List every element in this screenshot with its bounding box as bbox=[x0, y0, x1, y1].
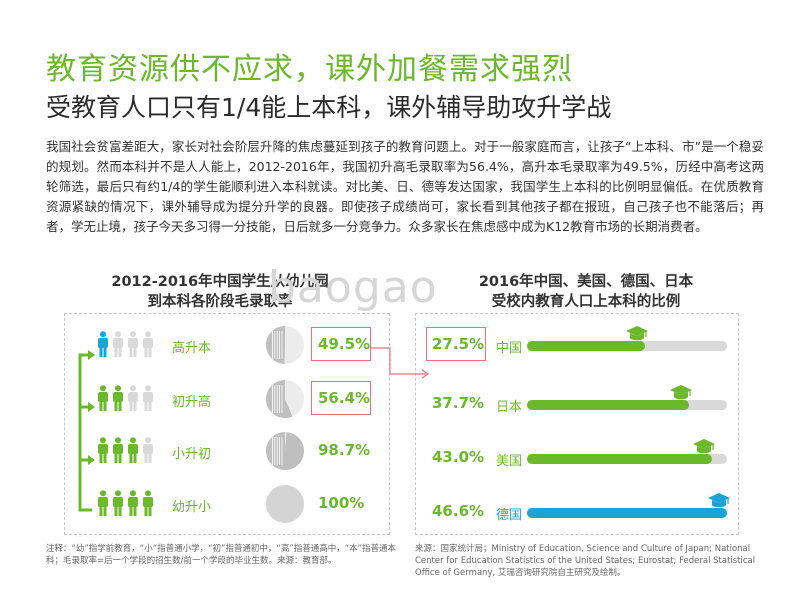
graduation-cap-icon bbox=[707, 492, 731, 510]
stage-label: 高升本 bbox=[172, 337, 211, 356]
rate-value: 98.7% bbox=[318, 441, 370, 459]
connector-arrow bbox=[370, 344, 430, 379]
stage-label: 幼升小 bbox=[172, 496, 211, 515]
person-icon bbox=[97, 331, 109, 357]
rate-pie bbox=[265, 484, 305, 524]
people-icons bbox=[97, 385, 154, 411]
ratio-value: 43.0% bbox=[432, 448, 484, 466]
person-icon bbox=[112, 490, 124, 516]
stage-label: 初升高 bbox=[172, 391, 211, 410]
person-icon bbox=[97, 385, 109, 411]
page-title: 教育资源供不应求，课外加餐需求强烈 bbox=[46, 44, 573, 88]
person-icon bbox=[127, 331, 139, 357]
watermark: baogao bbox=[268, 262, 438, 313]
person-icon bbox=[142, 385, 154, 411]
person-icon bbox=[127, 490, 139, 516]
stage-label: 小升初 bbox=[172, 443, 211, 462]
right-panel-title-line1: 2016年中国、美国、德国、日本 bbox=[428, 272, 744, 292]
person-icon bbox=[112, 331, 124, 357]
stage-arrows bbox=[70, 340, 96, 530]
person-icon bbox=[112, 437, 124, 463]
rate-pie bbox=[265, 379, 305, 419]
rate-pie bbox=[265, 325, 305, 365]
right-panel-title-line2: 受校内教育人口上本科的比例 bbox=[428, 292, 744, 312]
left-footnote: 注释：“幼”指学前教育，“小”指普通小学，“初”指普通初中，“高”指普通高中，“… bbox=[46, 543, 406, 567]
country-label: 中国 bbox=[496, 337, 522, 356]
page-subtitle: 受教育人口只有1/4能上本科，课外辅导助攻升学战 bbox=[46, 88, 611, 124]
right-panel-title: 2016年中国、美国、德国、日本 受校内教育人口上本科的比例 bbox=[428, 272, 744, 312]
person-icon bbox=[97, 437, 109, 463]
highlight-box bbox=[426, 327, 486, 361]
country-label: 日本 bbox=[496, 396, 522, 415]
country-label: 德国 bbox=[496, 504, 522, 523]
highlight-box bbox=[311, 381, 371, 415]
person-icon bbox=[142, 331, 154, 357]
graduation-cap-icon bbox=[669, 384, 693, 402]
intro-paragraph: 我国社会贫富差距大，家长对社会阶层升降的焦虑蔓延到孩子的教育问题上。对于一般家庭… bbox=[46, 137, 764, 237]
highlight-box bbox=[311, 327, 371, 361]
ratio-value: 37.7% bbox=[432, 394, 484, 412]
person-icon bbox=[112, 385, 124, 411]
country-label: 美国 bbox=[496, 450, 522, 469]
right-footnote: 来源：国家统计局；Ministry of Education, Science … bbox=[415, 543, 763, 579]
pie-slice bbox=[266, 432, 304, 470]
people-icons bbox=[97, 437, 154, 463]
person-icon bbox=[97, 490, 109, 516]
graduation-cap-icon bbox=[692, 438, 716, 456]
rate-value: 100% bbox=[318, 494, 364, 512]
people-icons bbox=[97, 331, 154, 357]
ratio-value: 46.6% bbox=[432, 502, 484, 520]
bar-fill bbox=[527, 508, 727, 518]
bar-fill bbox=[527, 454, 712, 464]
person-icon bbox=[142, 437, 154, 463]
graduation-cap-icon bbox=[625, 325, 649, 343]
person-icon bbox=[142, 490, 154, 516]
person-icon bbox=[127, 385, 139, 411]
rate-pie bbox=[265, 431, 305, 471]
people-icons bbox=[97, 490, 154, 516]
bar-fill bbox=[527, 400, 689, 410]
person-icon bbox=[127, 437, 139, 463]
